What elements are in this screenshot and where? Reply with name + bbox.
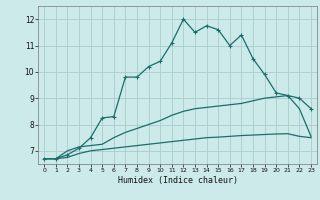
X-axis label: Humidex (Indice chaleur): Humidex (Indice chaleur): [118, 176, 238, 185]
